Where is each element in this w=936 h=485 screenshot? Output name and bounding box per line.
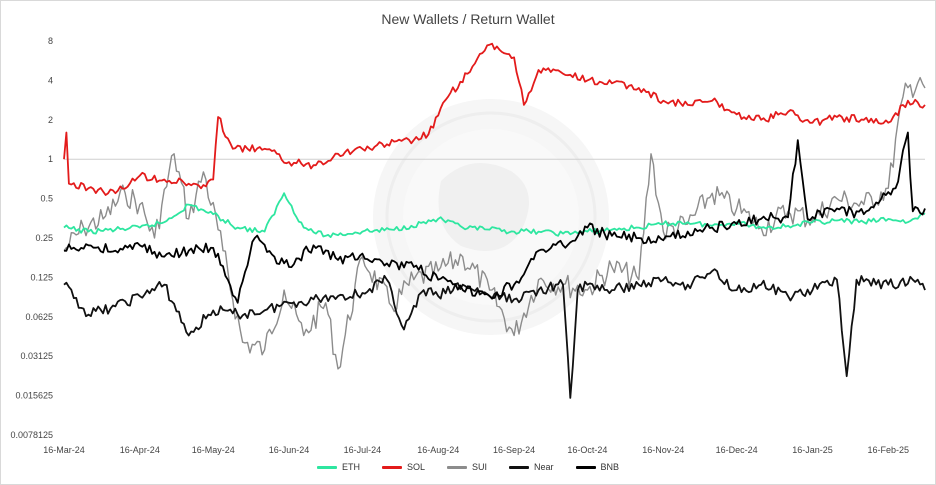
x-tick-label: 16-May-24 [192,445,235,455]
x-tick-label: 16-Apr-24 [120,445,160,455]
legend-swatch [446,465,467,469]
x-tick-label: 16-Sep-24 [493,445,535,455]
x-tick-label: 16-Jul-24 [344,445,382,455]
y-tick-label: 1 [48,154,53,164]
x-tick-label: 16-Jun-24 [269,445,310,455]
legend-item-sui[interactable]: SUI [446,462,487,472]
x-tick-label: 16-Mar-24 [43,445,85,455]
legend-swatch [575,465,596,469]
legend-label: SOL [406,462,425,472]
watermark-logo [373,99,609,335]
legend-item-near[interactable]: Near [509,462,554,472]
x-tick-label: 16-Oct-24 [567,445,607,455]
series-line-eth [63,192,926,238]
y-tick-label: 4 [48,75,53,85]
legend-swatch [381,465,402,469]
legend-swatch [509,465,529,469]
x-tick-label: 16-Aug-24 [417,445,459,455]
chart-legend: ETH SOL SUI Near BNB [1,462,935,472]
series-line-bnb [63,131,926,304]
chart-title: New Wallets / Return Wallet [381,11,555,27]
legend-item-eth[interactable]: ETH [316,462,360,472]
y-tick-label: 0.0625 [25,312,53,322]
y-tick-label: 0.5 [40,194,53,204]
y-tick-label: 0.015625 [15,391,53,401]
y-tick-label: 0.25 [35,233,53,243]
legend-item-bnb[interactable]: BNB [575,462,620,472]
x-tick-label: 16-Jan-25 [792,445,833,455]
x-tick-label: 16-Nov-24 [642,445,684,455]
legend-swatch [316,465,337,469]
x-tick-label: 16-Feb-25 [868,445,910,455]
y-tick-label: 0.03125 [20,351,53,361]
legend-label: ETH [341,462,360,472]
legend-item-sol[interactable]: SOL [381,462,425,472]
y-tick-label: 2 [48,115,53,125]
x-tick-label: 16-Dec-24 [716,445,758,455]
y-tick-label: 0.0078125 [10,430,53,440]
series-line-sui [63,76,926,370]
y-tick-label: 8 [48,36,53,46]
legend-label: Near [534,462,554,472]
series-line-near [63,268,926,399]
legend-label: BNB [600,462,620,472]
y-tick-label: 0.125 [30,272,53,282]
series-line-sol [63,42,926,196]
legend-label: SUI [471,462,487,472]
